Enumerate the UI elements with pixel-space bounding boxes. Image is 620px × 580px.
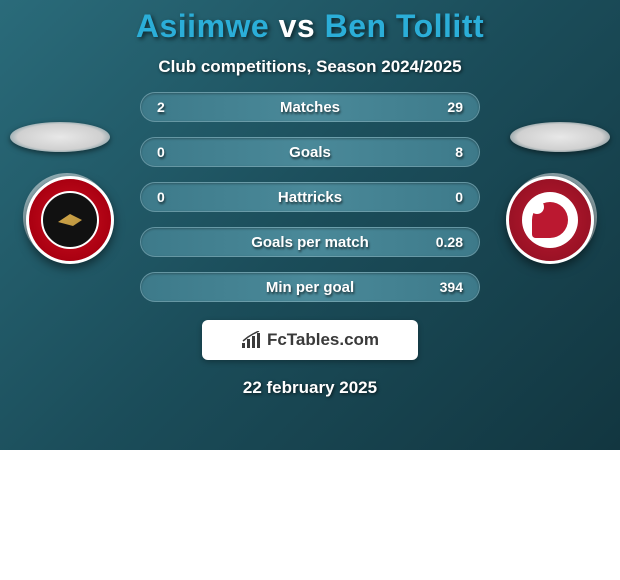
stat-row: 0 Goals 8: [140, 137, 480, 167]
brand-text: FcTables.com: [267, 330, 379, 350]
brand-badge[interactable]: FcTables.com: [202, 320, 418, 360]
stat-row: Min per goal 394: [140, 272, 480, 302]
subtitle: Club competitions, Season 2024/2025: [0, 57, 620, 77]
stat-row: 0 Hattricks 0: [140, 182, 480, 212]
page-title: Asiimwe vs Ben Tollitt: [0, 0, 620, 45]
player-shadow-icon: [10, 122, 110, 152]
stat-right-value: 29: [447, 99, 463, 115]
club-badge-left: [26, 176, 114, 264]
stat-right-value: 0: [455, 189, 463, 205]
morecambe-crest-icon: [522, 192, 578, 248]
stat-right-value: 8: [455, 144, 463, 160]
stat-row: Goals per match 0.28: [140, 227, 480, 257]
stat-left-value: 2: [157, 99, 165, 115]
player2-name: Ben Tollitt: [325, 8, 485, 44]
vs-text: vs: [279, 8, 316, 44]
stat-label: Goals per match: [251, 234, 369, 251]
stat-left-value: 0: [157, 144, 165, 160]
stat-left-value: 0: [157, 189, 165, 205]
chart-icon: [241, 331, 263, 349]
club-badge-right: [506, 176, 594, 264]
date-text: 22 february 2025: [0, 378, 620, 398]
stat-right-value: 0.28: [436, 234, 463, 250]
player2-portrait: [510, 122, 610, 152]
stat-right-value: 394: [440, 279, 463, 295]
comparison-card: Asiimwe vs Ben Tollitt Club competitions…: [0, 0, 620, 450]
stat-label: Goals: [289, 144, 331, 161]
player1-portrait: [10, 122, 110, 152]
player-shadow-icon: [510, 122, 610, 152]
stat-row: 2 Matches 29: [140, 92, 480, 122]
stat-label: Hattricks: [278, 189, 342, 206]
stat-label: Min per goal: [266, 279, 354, 296]
player1-name: Asiimwe: [136, 8, 269, 44]
walsall-crest-icon: [41, 191, 99, 249]
stat-label: Matches: [280, 99, 340, 116]
